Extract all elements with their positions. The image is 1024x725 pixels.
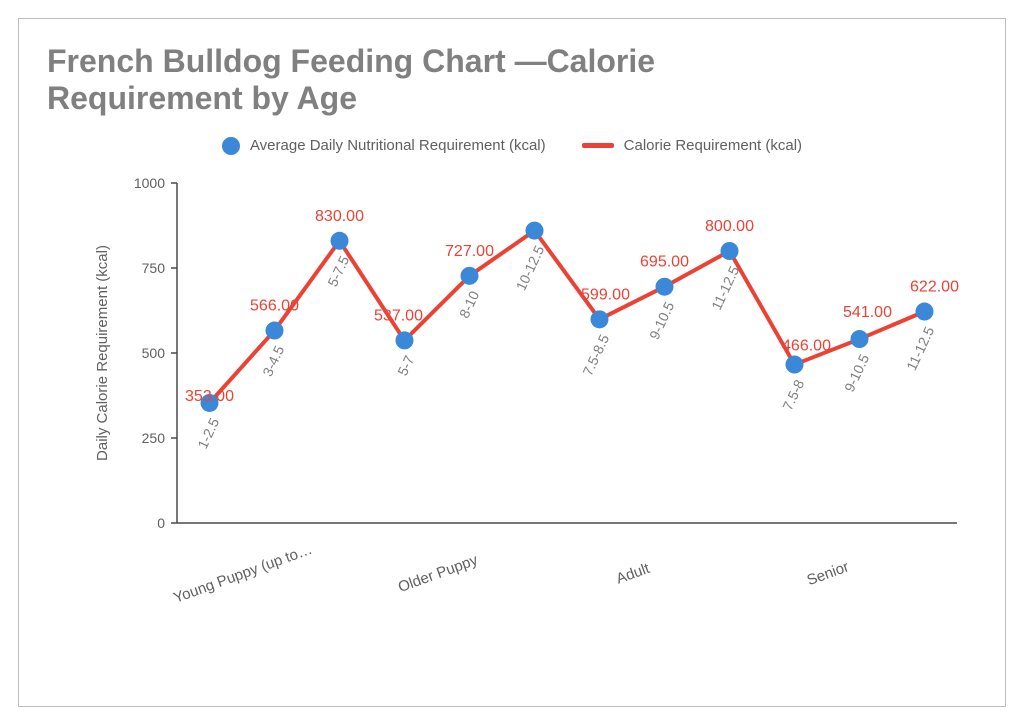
- data-label: 800.00: [705, 218, 754, 235]
- legend-line-icon: [582, 143, 614, 148]
- point-x-label: 7.5-8.5: [579, 331, 612, 377]
- y-tick-label: 1000: [134, 175, 165, 191]
- page-frame: French Bulldog Feeding Chart —Calorie Re…: [0, 0, 1024, 725]
- point-x-label: 9-10.5: [646, 299, 677, 342]
- legend-item-line: Calorie Requirement (kcal): [582, 137, 802, 154]
- series-marker: [526, 221, 544, 239]
- series-marker: [851, 330, 869, 348]
- series-marker: [786, 355, 804, 373]
- series-marker: [916, 302, 934, 320]
- legend-marker-icon: [222, 137, 240, 155]
- chart-legend: Average Daily Nutritional Requirement (k…: [47, 137, 977, 155]
- point-x-label: 11-12.5: [708, 263, 742, 312]
- chart-title: French Bulldog Feeding Chart —Calorie Re…: [47, 43, 807, 117]
- legend-item-markers: Average Daily Nutritional Requirement (k…: [222, 137, 546, 155]
- data-label: 830.00: [315, 207, 364, 224]
- group-label: Young Puppy (up to…: [171, 540, 314, 606]
- point-x-label: 7.5-8: [779, 376, 807, 412]
- data-label: 566.00: [250, 297, 299, 314]
- data-label: 541.00: [843, 304, 892, 321]
- group-label: Senior: [805, 558, 852, 589]
- point-x-label: 3-4.5: [259, 342, 287, 378]
- point-x-label: 11-12.5: [903, 323, 937, 372]
- point-x-label: 9-10.5: [841, 351, 872, 394]
- data-label: 599.00: [581, 286, 630, 303]
- group-label: Adult: [614, 559, 653, 587]
- series-marker: [396, 331, 414, 349]
- point-x-label: 5-7: [394, 352, 417, 377]
- data-label: 622.00: [910, 278, 959, 295]
- chart-plot-area: 0 250 500 750 1000 Daily Calorie Requirement …: [47, 163, 977, 643]
- group-label: Older Puppy: [396, 551, 481, 596]
- series-marker: [656, 277, 674, 295]
- series-marker: [331, 231, 349, 249]
- data-label: 466.00: [782, 337, 831, 354]
- chart-svg: 0 250 500 750 1000 Daily Calorie Requirement …: [47, 163, 977, 643]
- legend-label: Average Daily Nutritional Requirement (k…: [250, 137, 546, 154]
- data-label: 353.00: [185, 388, 234, 405]
- y-axis-title: Daily Calorie Requirement (kcal): [94, 245, 111, 461]
- legend-label: Calorie Requirement (kcal): [624, 137, 802, 154]
- point-x-label: 1-2.5: [194, 415, 222, 451]
- data-label: 537.00: [374, 307, 423, 324]
- series-marker: [266, 321, 284, 339]
- y-tick-label: 250: [142, 430, 166, 446]
- series-marker: [591, 310, 609, 328]
- series-marker: [721, 242, 739, 260]
- series-marker: [461, 266, 479, 284]
- data-label: 727.00: [445, 242, 494, 259]
- chart-panel: French Bulldog Feeding Chart —Calorie Re…: [18, 18, 1006, 707]
- point-x-label: 8-10: [456, 288, 482, 320]
- series-line: [210, 230, 925, 402]
- y-tick-label: 500: [142, 345, 166, 361]
- point-x-label: 10-12.5: [513, 243, 548, 293]
- data-label: 695.00: [640, 253, 689, 270]
- y-tick-label: 750: [142, 260, 166, 276]
- y-tick-label: 0: [157, 515, 165, 531]
